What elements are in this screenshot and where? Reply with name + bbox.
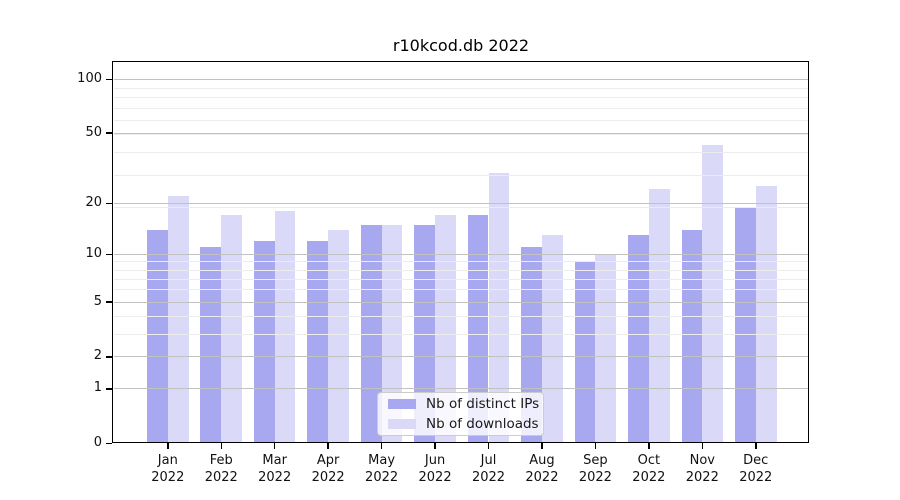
- y-tick-50: [106, 132, 112, 134]
- minor-gridline-89: [113, 87, 809, 89]
- y-tick-label-100: 100: [77, 70, 102, 86]
- x-tick-label-jul: Jul 2022: [471, 453, 506, 485]
- x-tick-label-may: May 2022: [365, 453, 399, 485]
- x-tick-label-jan: Jan 2022: [151, 453, 185, 485]
- major-gridline-2: [113, 356, 809, 358]
- minor-gridline-4: [113, 315, 809, 317]
- x-tick-dec: [755, 442, 757, 449]
- x-tick-label-jun: Jun 2022: [418, 453, 452, 485]
- major-gridline-100: [113, 78, 809, 80]
- y-tick-label-50: 50: [85, 124, 102, 140]
- chart-title: r10kcod.db 2022: [392, 36, 530, 55]
- bar-aug-downloads: [541, 235, 563, 444]
- x-tick-jul: [487, 442, 490, 449]
- minor-gridline-59: [113, 119, 809, 121]
- x-tick-label-aug: Aug 2022: [525, 453, 559, 485]
- minor-gridline-8: [113, 269, 809, 271]
- x-tick-feb: [220, 442, 222, 449]
- x-tick-label-mar: Mar 2022: [258, 453, 292, 485]
- legend: Nb of distinct IPs Nb of downloads: [377, 392, 544, 436]
- legend-label-distinct-ips: Nb of distinct IPs: [426, 396, 540, 412]
- x-tick-oct: [648, 442, 650, 449]
- bar-sep-distinct-ips: [574, 261, 596, 444]
- legend-item-distinct-ips: Nb of distinct IPs: [378, 396, 543, 412]
- minor-gridline-7: [113, 278, 809, 280]
- y-tick-2: [106, 356, 112, 358]
- bar-sep-downloads: [595, 254, 617, 444]
- bar-nov-distinct-ips: [681, 229, 703, 444]
- bar-jan-distinct-ips: [147, 229, 168, 444]
- x-tick-may: [380, 442, 383, 449]
- bar-feb-distinct-ips: [200, 247, 222, 444]
- major-gridline-20: [113, 202, 809, 204]
- bar-dec-distinct-ips: [734, 207, 756, 444]
- y-tick-label-5: 5: [93, 293, 102, 309]
- minor-gridline-3: [113, 333, 809, 335]
- x-tick-label-sep: Sep 2022: [578, 453, 612, 485]
- x-tick-jan: [167, 442, 169, 449]
- major-gridline-50: [113, 132, 809, 134]
- x-tick-jun: [434, 442, 436, 449]
- y-tick-20: [106, 202, 112, 204]
- y-tick-label-10: 10: [85, 245, 102, 261]
- minor-gridline-39: [113, 151, 809, 153]
- bar-nov-downloads: [702, 144, 724, 444]
- bar-dec-downloads: [755, 186, 777, 444]
- minor-gridline-19: [113, 206, 809, 208]
- x-tick-sep: [594, 442, 597, 449]
- x-tick-label-oct: Oct 2022: [632, 453, 666, 485]
- bar-feb-downloads: [221, 215, 243, 444]
- bar-jul-downloads: [488, 172, 510, 444]
- x-tick-label-dec: Dec 2022: [739, 453, 773, 485]
- y-tick-label-0: 0: [93, 435, 102, 450]
- x-tick-apr: [327, 442, 329, 449]
- bar-oct-distinct-ips: [628, 235, 649, 444]
- y-tick-label-20: 20: [85, 194, 102, 210]
- minor-gridline-6: [113, 289, 809, 291]
- x-tick-label-feb: Feb 2022: [204, 453, 238, 485]
- minor-gridline-29: [113, 174, 809, 176]
- minor-gridline-69: [113, 107, 809, 109]
- bar-jul-distinct-ips: [467, 215, 489, 444]
- major-gridline-5: [113, 301, 809, 303]
- legend-item-downloads: Nb of downloads: [378, 416, 543, 432]
- y-tick-label-2: 2: [93, 348, 102, 364]
- bar-jan-downloads: [167, 196, 189, 444]
- y-tick-0: [106, 442, 112, 445]
- bar-apr-downloads: [328, 229, 349, 444]
- x-tick-label-nov: Nov 2022: [685, 453, 719, 485]
- minor-gridline-9: [113, 261, 809, 263]
- x-tick-aug: [541, 442, 543, 449]
- bar-jun-downloads: [435, 215, 456, 444]
- y-tick-label-1: 1: [93, 380, 102, 396]
- legend-label-downloads: Nb of downloads: [426, 416, 539, 432]
- major-gridline-10: [113, 253, 809, 255]
- bar-apr-distinct-ips: [307, 241, 329, 444]
- legend-swatch-downloads: [388, 419, 416, 429]
- minor-gridline-79: [113, 97, 809, 99]
- x-tick-label-apr: Apr 2022: [311, 453, 345, 485]
- x-tick-mar: [273, 442, 276, 449]
- legend-swatch-distinct-ips: [388, 399, 416, 409]
- y-tick-100: [106, 78, 112, 81]
- bar-mar-downloads: [274, 211, 296, 444]
- bar-mar-distinct-ips: [253, 241, 275, 444]
- y-tick-10: [106, 253, 112, 256]
- y-tick-1: [106, 388, 112, 390]
- minor-gridline-49: [113, 134, 809, 136]
- y-tick-5: [106, 301, 112, 303]
- x-tick-nov: [701, 442, 704, 449]
- major-gridline-1: [113, 388, 809, 390]
